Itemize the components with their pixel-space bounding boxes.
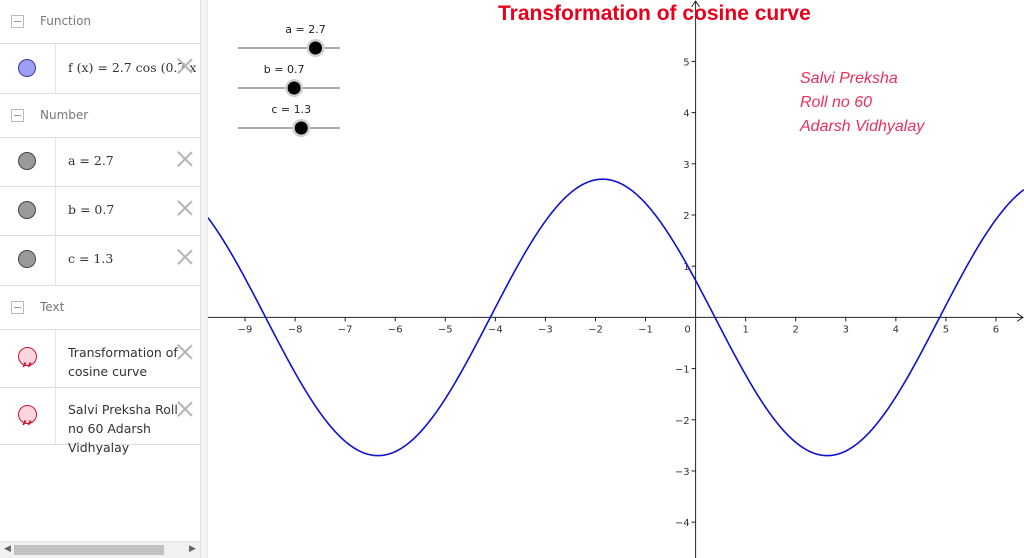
delete-icon[interactable] — [177, 58, 193, 74]
delete-icon[interactable] — [177, 151, 193, 167]
number-row-c[interactable]: c = 1.3 — [0, 236, 200, 286]
x-tick-label: −1 — [638, 324, 653, 335]
number-definition[interactable]: c = 1.3 — [68, 251, 114, 266]
cosine-curve[interactable] — [208, 178, 1024, 457]
function-row[interactable]: f (x) = 2.7 cos (0.7 x + 1.3) — [0, 44, 200, 94]
x-tick-label: 0 — [684, 324, 690, 335]
category-label: Function — [40, 14, 92, 28]
x-tick-label: 5 — [943, 324, 949, 335]
y-axis-arrow-icon — [691, 0, 701, 8]
algebra-view: Function f (x) = 2.7 cos (0.7 x + 1.3) N… — [0, 0, 200, 558]
credit-text[interactable]: Salvi Preksha Roll no 60 Adarsh Vidhyala… — [800, 67, 924, 139]
number-definition[interactable]: b = 0.7 — [68, 202, 115, 217]
x-tick-label: 6 — [993, 324, 999, 335]
slider-knob[interactable] — [309, 41, 323, 55]
category-number[interactable]: Number — [0, 94, 200, 138]
x-axis-arrow-icon — [1016, 312, 1024, 322]
text-row-title[interactable]: ,, Transformation of cosine curve — [0, 330, 200, 388]
y-tick-label: −1 — [675, 365, 690, 376]
slider-a[interactable]: a = 2.7 — [238, 23, 340, 57]
view-divider[interactable] — [200, 0, 208, 558]
x-tick-label: −6 — [388, 324, 403, 335]
sliders: a = 2.7 b = 0.7 c = 1.3 — [238, 23, 340, 137]
visibility-toggle-icon[interactable] — [18, 152, 36, 170]
category-function[interactable]: Function — [0, 0, 200, 44]
delete-icon[interactable] — [177, 200, 193, 216]
x-tick-label: −2 — [588, 324, 603, 335]
number-row-b[interactable]: b = 0.7 — [0, 187, 200, 236]
delete-icon[interactable] — [177, 401, 193, 417]
slider-knob[interactable] — [294, 121, 308, 135]
y-axis-ticks: −4 −3 −2 −1 1 2 3 4 5 — [675, 57, 696, 529]
delete-icon[interactable] — [177, 249, 193, 265]
graphics-view[interactable]: −9 −8 −7 −6 −5 −4 −3 −2 −1 0 1 2 3 4 5 6 −4 −3 −2 −1 1 2 3 4 5 … — [208, 0, 1024, 558]
credit-line-roll: Roll no 60 — [800, 94, 873, 111]
x-axis-ticks: −9 −8 −7 −6 −5 −4 −3 −2 −1 0 1 2 3 4 5 6 — [238, 317, 999, 335]
scrollbar-thumb[interactable] — [14, 545, 164, 555]
credit-line-school: Adarsh Vidhyalay — [800, 118, 925, 135]
y-tick-label: 5 — [683, 57, 689, 68]
visibility-toggle-icon[interactable] — [18, 201, 36, 219]
number-row-a[interactable]: a = 2.7 — [0, 138, 200, 187]
x-tick-label: −3 — [538, 324, 553, 335]
scroll-right-icon[interactable]: ▶ — [189, 544, 196, 554]
category-label: Number — [40, 108, 89, 122]
y-tick-label: −4 — [675, 518, 690, 529]
x-tick-label: 2 — [793, 324, 799, 335]
slider-label: a = 2.7 — [285, 23, 325, 36]
y-tick-label: 3 — [683, 160, 689, 171]
number-definition[interactable]: a = 2.7 — [68, 153, 114, 168]
horizontal-scrollbar[interactable]: ◀ ▶ — [0, 541, 200, 558]
y-tick-label: 2 — [683, 211, 689, 222]
text-object-icon[interactable]: ,, — [18, 405, 37, 427]
collapse-toggle-icon[interactable] — [11, 301, 24, 314]
slider-b[interactable]: b = 0.7 — [238, 63, 340, 97]
graph-canvas[interactable]: −9 −8 −7 −6 −5 −4 −3 −2 −1 0 1 2 3 4 5 6 −4−3−2−112345 … — [208, 0, 1024, 558]
scroll-left-icon[interactable]: ◀ — [4, 544, 11, 554]
x-tick-label: −5 — [438, 324, 453, 335]
x-tick-label: −7 — [338, 324, 353, 335]
y-tick-label: 4 — [683, 109, 689, 120]
x-tick-label: −4 — [488, 324, 503, 335]
category-label: Text — [40, 300, 65, 314]
slider-knob[interactable] — [287, 81, 301, 95]
x-tick-label: 1 — [742, 324, 748, 335]
credit-line-name: Salvi Preksha — [800, 70, 898, 87]
graph-title[interactable]: Transformation of cosine curve — [498, 2, 811, 25]
category-text[interactable]: Text — [0, 286, 200, 330]
collapse-toggle-icon[interactable] — [11, 109, 24, 122]
slider-label: b = 0.7 — [264, 63, 305, 76]
x-tick-label: −8 — [288, 324, 303, 335]
text-definition[interactable]: Salvi Preksha Roll no 60 Adarsh Vidhyala… — [68, 402, 178, 455]
y-tick-label: −3 — [675, 467, 690, 478]
slider-label: c = 1.3 — [271, 103, 311, 116]
y-tick-label: −2 — [675, 416, 690, 427]
slider-c[interactable]: c = 1.3 — [238, 103, 340, 137]
text-row-credit[interactable]: ,, Salvi Preksha Roll no 60 Adarsh Vidhy… — [0, 388, 200, 455]
visibility-toggle-icon[interactable] — [18, 250, 36, 268]
delete-icon[interactable] — [177, 344, 193, 360]
text-object-icon[interactable]: ,, — [18, 347, 37, 369]
collapse-toggle-icon[interactable] — [11, 15, 24, 28]
x-tick-label: −9 — [238, 324, 253, 335]
x-tick-label: 3 — [843, 324, 849, 335]
function-definition[interactable]: f (x) = 2.7 cos (0.7 x + 1.3) — [68, 60, 196, 75]
text-definition[interactable]: Transformation of cosine curve — [68, 345, 178, 379]
visibility-toggle-icon[interactable] — [18, 59, 36, 77]
x-tick-label: 4 — [893, 324, 899, 335]
y-tick-label: 1 — [683, 262, 689, 273]
